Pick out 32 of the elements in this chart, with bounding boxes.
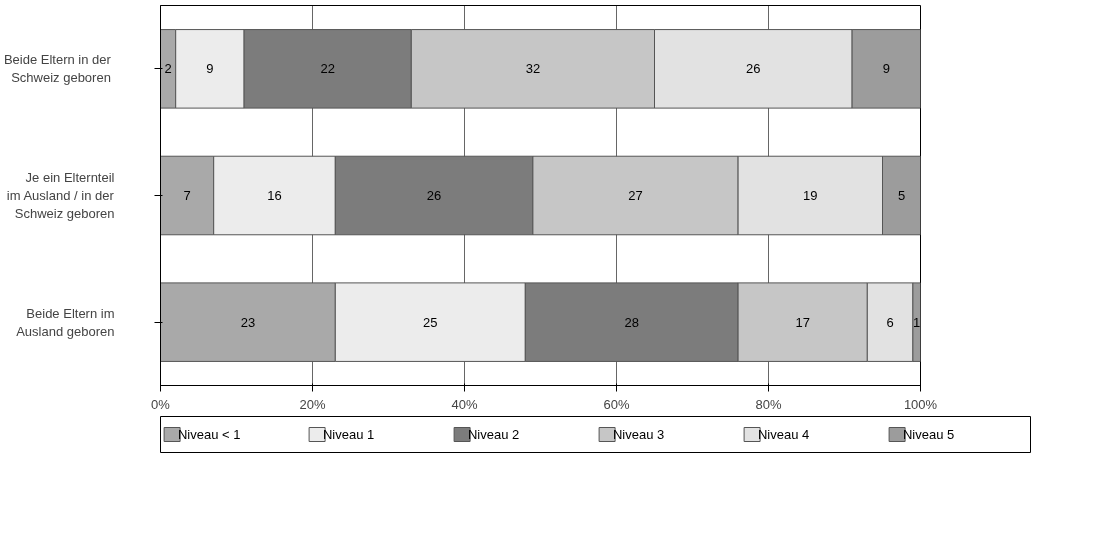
data-label: 16	[267, 188, 282, 203]
data-label: 9	[882, 61, 890, 77]
legend-label: Niveau 4	[757, 427, 810, 442]
legend-label: Niveau 1	[322, 427, 375, 442]
legend-label: Niveau 3	[612, 427, 665, 442]
x-tick-label: 0%	[151, 396, 171, 412]
data-label: 6	[886, 314, 894, 330]
data-label: 9	[206, 61, 214, 77]
y-tick-label: Je ein Elternteil im Ausland / in der Schweiz geboren	[6, 170, 115, 221]
data-label: 26	[426, 188, 442, 203]
data-label: 19	[803, 188, 818, 203]
data-label: 28	[624, 314, 639, 330]
legend-label: Niveau 5	[902, 427, 955, 442]
data-label: 2	[164, 61, 172, 77]
data-label: 5	[897, 188, 906, 203]
legend-label: Niveau < 1	[177, 427, 241, 442]
data-label: 32	[525, 61, 541, 77]
data-label: 25	[423, 314, 438, 330]
data-label: 7	[183, 188, 191, 203]
y-tick-label: Beide Eltern im Ausland geboren	[16, 305, 115, 339]
data-label: 23	[240, 314, 256, 330]
data-label: 26	[746, 61, 761, 77]
data-label: 22	[320, 61, 335, 77]
data-label: 27	[628, 188, 643, 203]
data-label: 1	[913, 314, 921, 330]
x-tick-label: 100%	[903, 396, 938, 412]
x-tick-label: 60%	[603, 396, 630, 412]
x-tick-label: 80%	[755, 396, 782, 412]
y-tick-label: Beide Eltern in der Schweiz geboren	[3, 52, 112, 86]
data-label: 17	[795, 314, 810, 330]
x-tick-label: 20%	[299, 396, 326, 412]
x-tick-label: 40%	[451, 396, 478, 412]
